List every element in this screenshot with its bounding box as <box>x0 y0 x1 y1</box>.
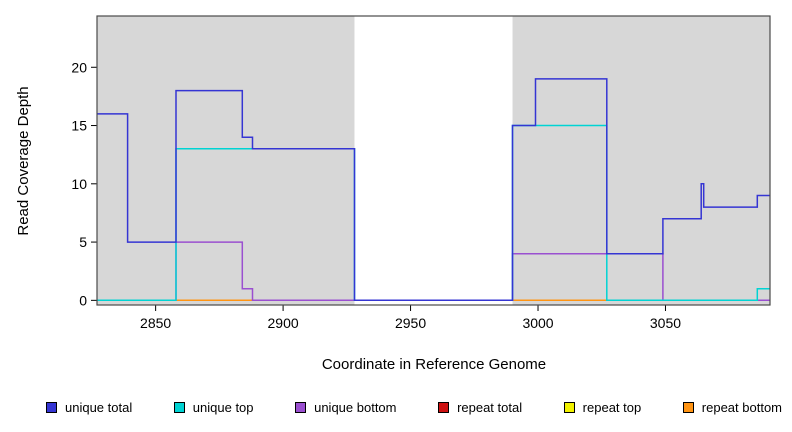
x-tick-label: 2950 <box>395 315 426 331</box>
y-tick-label: 15 <box>71 118 87 134</box>
legend-item-repeat-top: repeat top <box>563 399 642 415</box>
legend-label: repeat top <box>582 399 642 415</box>
legend-swatch-icon <box>563 401 575 413</box>
x-tick-label: 3000 <box>522 315 553 331</box>
x-tick-label: 2900 <box>268 315 299 331</box>
plot-frame <box>96 15 771 306</box>
legend-swatch-icon <box>295 401 307 413</box>
legend-item-unique-bottom: unique bottom <box>295 399 397 415</box>
legend-item-repeat-total: repeat total <box>438 400 522 415</box>
legend-label: unique top <box>192 399 254 415</box>
x-tick-label: 2850 <box>140 315 171 331</box>
legend-swatch-icon <box>46 401 57 413</box>
legend-item-unique-total: unique total <box>46 400 132 415</box>
y-tick-label: 0 <box>79 292 87 308</box>
series-unique-total <box>97 78 770 302</box>
legend-label: unique bottom <box>314 399 397 415</box>
x-tick-label: 3050 <box>650 315 681 331</box>
legend-swatch-icon <box>438 401 450 413</box>
plot-canvas: Coordinate in Reference Genome Read Cove… <box>15 15 771 373</box>
y-axis-label: Read Coverage Depth <box>15 86 32 235</box>
uncovered-region <box>354 16 513 305</box>
legend-item-repeat-bottom: repeat bottom <box>682 399 782 415</box>
y-tick-label: 20 <box>71 59 87 75</box>
y-tick-label: 10 <box>71 176 87 192</box>
legend-item-unique-top: unique top <box>173 399 254 415</box>
chart-legend: unique total unique top unique bottom repea… <box>0 389 792 432</box>
legend-label: repeat total <box>457 399 523 415</box>
y-tick-label: 5 <box>79 234 87 250</box>
legend-swatch-icon <box>682 401 694 413</box>
legend-label: unique total <box>65 399 133 415</box>
x-axis-label: Coordinate in Reference Genome <box>322 356 546 373</box>
legend-label: repeat bottom <box>701 399 782 415</box>
legend-swatch-icon <box>173 401 185 413</box>
